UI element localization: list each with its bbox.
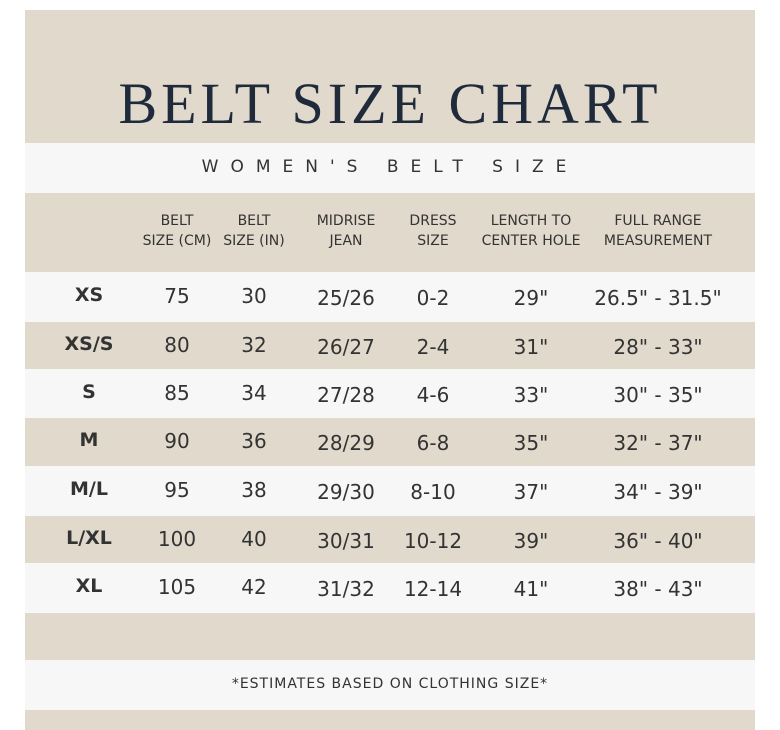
column-header: BELT SIZE (IN) — [223, 211, 284, 251]
table-cell: 26/27 — [317, 334, 375, 359]
header-line: MIDRISE — [316, 213, 376, 229]
table-cell: 80 — [164, 332, 190, 357]
table-cell: 42 — [241, 575, 267, 599]
column-header: MIDRISE JEAN — [317, 211, 376, 251]
header-line: BELT — [160, 213, 194, 229]
table-cell: 31" — [513, 334, 549, 359]
table-cell: 75 — [164, 284, 190, 308]
column-header: FULL RANGE MEASUREMENT — [604, 211, 712, 251]
header-line: BELT — [237, 213, 271, 229]
table-cell: 26.5" - 31.5" — [594, 286, 722, 310]
size-label: M — [79, 429, 99, 451]
table-row — [25, 466, 755, 516]
header-band — [25, 193, 755, 272]
title-band — [25, 10, 755, 143]
table-cell: 100 — [157, 526, 197, 551]
header-line: CENTER HOLE — [481, 233, 581, 249]
size-label: L/XL — [66, 526, 112, 549]
table-cell: 34 — [241, 380, 267, 405]
table-cell: 25/26 — [317, 286, 375, 310]
header-line: MEASUREMENT — [603, 233, 713, 249]
size-label: XS — [74, 284, 104, 306]
table-cell: 6-8 — [416, 431, 450, 455]
table-cell: 27/28 — [317, 382, 375, 407]
header-line: SIZE (CM) — [142, 233, 212, 249]
table-cell: 10-12 — [403, 528, 463, 553]
table-cell: 31/32 — [317, 577, 375, 601]
table-cell: 28" - 33" — [613, 334, 703, 359]
size-label: XL — [75, 575, 103, 597]
column-header: DRESS SIZE — [409, 211, 456, 251]
footnote: *ESTIMATES BASED ON CLOTHING SIZE* — [231, 676, 549, 692]
header-line: JEAN — [329, 233, 363, 249]
size-label: XS/S — [64, 332, 114, 355]
table-row — [25, 369, 755, 418]
column-header: LENGTH TO CENTER HOLE — [482, 211, 581, 251]
table-cell: 32" - 37" — [613, 431, 703, 455]
size-label: M/L — [70, 478, 108, 500]
table-cell: 2-4 — [416, 334, 450, 359]
header-line: DRESS — [409, 213, 457, 229]
bottom-band — [25, 710, 755, 730]
header-line: FULL RANGE — [614, 213, 702, 229]
table-cell: 41" — [513, 577, 549, 601]
table-cell: 95 — [164, 478, 190, 502]
table-cell: 4-6 — [416, 382, 450, 407]
table-cell: 32 — [241, 332, 267, 357]
table-cell: 90 — [164, 429, 190, 453]
table-cell: 37" — [513, 480, 549, 504]
table-row — [25, 516, 755, 563]
table-cell: 30" - 35" — [613, 382, 703, 407]
table-cell: 0-2 — [416, 286, 450, 310]
size-label: S — [82, 380, 96, 403]
subtitle-band — [25, 143, 755, 193]
table-cell: 38" - 43" — [613, 577, 703, 601]
table-cell: 12-14 — [403, 577, 463, 601]
table-cell: 38 — [241, 478, 267, 502]
column-header: BELT SIZE (CM) — [143, 211, 212, 251]
table-row — [25, 563, 755, 613]
header-line: LENGTH TO — [490, 213, 572, 229]
spacer-band — [25, 613, 755, 660]
table-cell: 8-10 — [410, 480, 456, 504]
table-cell: 30/31 — [317, 528, 375, 553]
table-cell: 36 — [241, 429, 267, 453]
subtitle: WOMEN'S BELT SIZE — [201, 157, 579, 177]
table-cell: 105 — [157, 575, 197, 599]
table-cell: 39" — [513, 528, 549, 553]
table-cell: 34" - 39" — [613, 480, 703, 504]
table-cell: 29" — [513, 286, 549, 310]
table-row — [25, 418, 755, 466]
table-cell: 35" — [513, 431, 549, 455]
table-cell: 36" - 40" — [613, 528, 703, 553]
table-cell: 29/30 — [317, 480, 375, 504]
table-row — [25, 322, 755, 369]
table-row — [25, 272, 755, 322]
header-line: SIZE — [417, 233, 449, 249]
table-cell: 40 — [241, 526, 267, 551]
table-cell: 85 — [164, 380, 190, 405]
footnote-band — [25, 660, 755, 710]
table-cell: 30 — [241, 284, 267, 308]
table-cell: 33" — [513, 382, 549, 407]
title: BELT SIZE CHART — [118, 71, 662, 136]
table-cell: 28/29 — [317, 431, 375, 455]
header-line: SIZE (IN) — [223, 233, 285, 249]
